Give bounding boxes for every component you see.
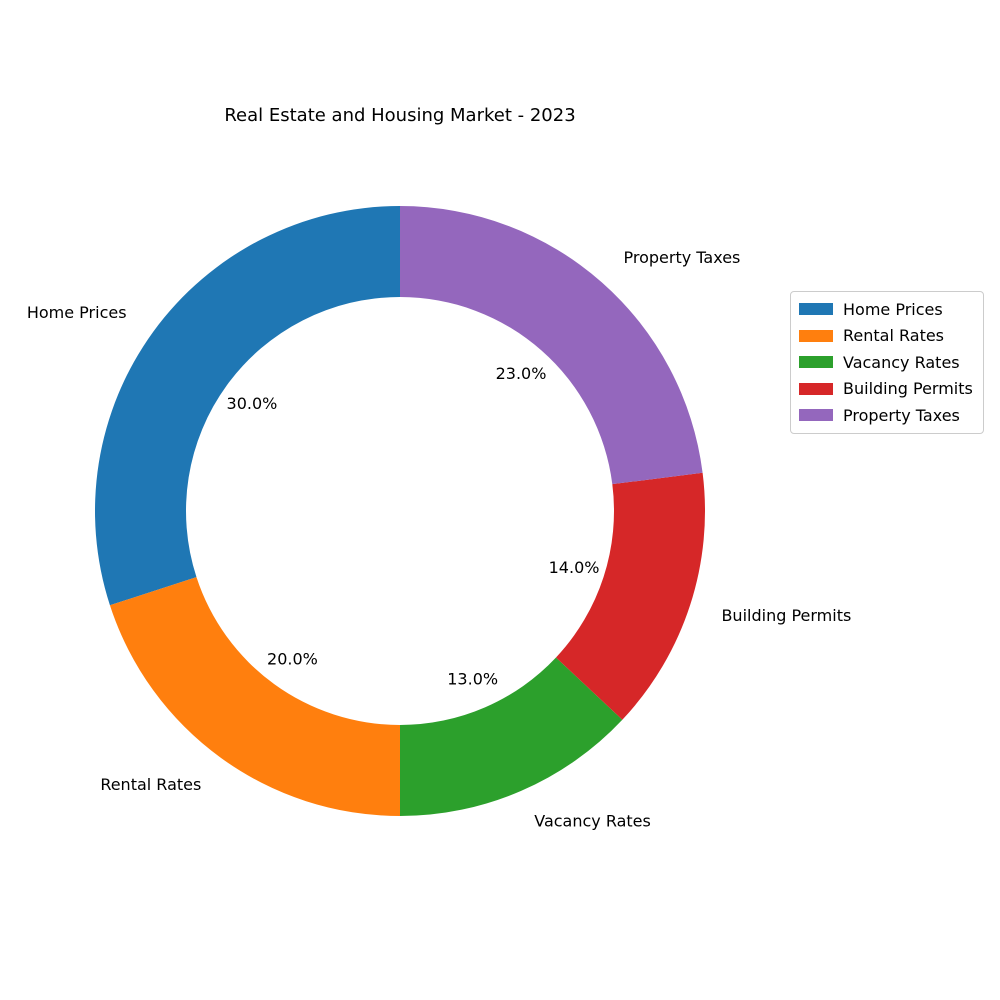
legend-label: Property Taxes: [843, 405, 960, 425]
legend-label: Rental Rates: [843, 326, 945, 346]
donut-slices: [94, 206, 705, 816]
legend-label: Vacancy Rates: [843, 352, 960, 372]
slice-percent-rental-rates: 20.0%: [267, 650, 318, 669]
slice-percent-vacancy-rates: 13.0%: [447, 669, 498, 688]
slice-label-vacancy-rates: Vacancy Rates: [534, 812, 651, 831]
chart-legend: Home Prices Rental Rates Vacancy Rates B…: [790, 291, 984, 434]
slice-vacancy-rates: [400, 657, 623, 816]
slice-label-property-taxes: Property Taxes: [624, 248, 741, 267]
slice-percent-home-prices: 30.0%: [227, 394, 278, 413]
legend-swatch: [799, 356, 833, 369]
chart-title: Real Estate and Housing Market - 2023: [224, 105, 575, 126]
slice-label-rental-rates: Rental Rates: [100, 775, 201, 794]
slice-building-permits: [555, 472, 705, 720]
slice-percent-building-permits: 14.0%: [549, 558, 600, 577]
slice-label-building-permits: Building Permits: [721, 606, 851, 625]
legend-item-building-permits: Building Permits: [799, 376, 977, 403]
slice-property-taxes: [400, 206, 703, 485]
legend-swatch: [799, 409, 833, 422]
legend-item-rental-rates: Rental Rates: [799, 323, 977, 350]
legend-swatch: [799, 329, 833, 342]
slice-category-labels: Home Prices Rental Rates Vacancy Rates Buil…: [27, 248, 851, 831]
slice-label-home-prices: Home Prices: [27, 303, 127, 322]
legend-item-property-taxes: Property Taxes: [799, 402, 977, 429]
legend-label: Home Prices: [843, 299, 943, 319]
legend-swatch: [799, 382, 833, 395]
slice-percent-labels: 30.0% 20.0% 13.0% 14.0% 23.0%: [227, 364, 600, 688]
legend-item-home-prices: Home Prices: [799, 296, 977, 323]
legend-item-vacancy-rates: Vacancy Rates: [799, 349, 977, 376]
slice-home-prices: [94, 206, 401, 606]
legend-swatch: [799, 303, 833, 316]
slice-percent-property-taxes: 23.0%: [496, 364, 547, 383]
legend-label: Building Permits: [843, 379, 973, 399]
slice-rental-rates: [109, 577, 400, 816]
